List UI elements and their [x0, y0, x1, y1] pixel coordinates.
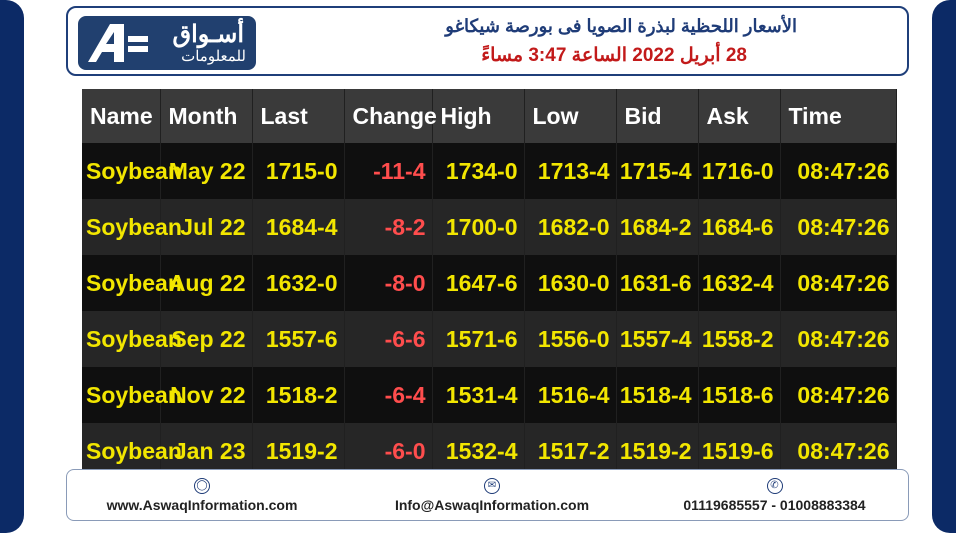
cell-time: 08:47:26 [780, 367, 897, 423]
cell-ask: 1518-6 [698, 367, 781, 423]
cell-high: 1734-0 [432, 143, 525, 199]
table-row: Soybean Aug 22 1632-0 -8-0 1647-6 1630-0… [82, 255, 897, 311]
email-block: ✉ Info@AswaqInformation.com [357, 478, 627, 513]
cell-change: -11-4 [344, 143, 433, 199]
cell-time: 08:47:26 [780, 311, 897, 367]
cell-change: -8-0 [344, 255, 433, 311]
col-header-high: High [432, 89, 525, 143]
logo-subtitle: للمعلومات [181, 48, 246, 65]
cell-name: Soybean [82, 255, 182, 311]
mail-icon: ✉ [484, 478, 500, 494]
cell-bid: 1684-2 [616, 199, 699, 255]
table-row: Soybean Nov 22 1518-2 -6-4 1531-4 1516-4… [82, 367, 897, 423]
cell-time: 08:47:26 [780, 199, 897, 255]
cell-high: 1531-4 [432, 367, 525, 423]
page-date: 28 أبريل 2022 الساعة 3:47 مساءً [481, 45, 747, 66]
cell-high: 1571-6 [432, 311, 525, 367]
cell-month: Aug 22 [160, 255, 253, 311]
website-link[interactable]: www.AswaqInformation.com [106, 497, 298, 513]
cell-name: Soybean [82, 311, 182, 367]
cell-low: 1713-4 [524, 143, 617, 199]
col-header-change: Change [344, 89, 437, 143]
cell-month: Jul 22 [160, 199, 253, 255]
col-header-last: Last [252, 89, 345, 143]
cell-change: -6-6 [344, 311, 433, 367]
phone-numbers: 01119685557 - 01008883384 [683, 497, 866, 513]
cell-change: -6-4 [344, 367, 433, 423]
cell-low: 1630-0 [524, 255, 617, 311]
table-header-row: Name Month Last Change High Low Bid Ask … [82, 89, 897, 143]
cell-last: 1557-6 [252, 311, 345, 367]
col-header-bid: Bid [616, 89, 699, 143]
cell-name: Soybean [82, 367, 182, 423]
col-header-low: Low [524, 89, 617, 143]
col-header-name: Name [82, 89, 161, 143]
price-table: Name Month Last Change High Low Bid Ask … [82, 89, 897, 479]
cell-ask: 1716-0 [698, 143, 781, 199]
cell-last: 1632-0 [252, 255, 345, 311]
website-block: ◯ www.AswaqInformation.com [77, 478, 327, 513]
col-header-ask: Ask [698, 89, 781, 143]
cell-bid: 1518-4 [616, 367, 699, 423]
cell-month: Sep 22 [160, 311, 253, 367]
logo-a-icon [88, 24, 148, 62]
brand-logo: أسـواق للمعلومات [78, 16, 256, 70]
header-box: أسـواق للمعلومات الأسعار اللحظية لبذرة ا… [66, 6, 909, 76]
cell-high: 1647-6 [432, 255, 525, 311]
cell-last: 1518-2 [252, 367, 345, 423]
globe-icon: ◯ [194, 478, 210, 494]
cell-low: 1516-4 [524, 367, 617, 423]
table-row: Soybean May 22 1715-0 -11-4 1734-0 1713-… [82, 143, 897, 199]
col-header-month: Month [160, 89, 253, 143]
cell-time: 08:47:26 [780, 255, 897, 311]
table-row: Soybean Jul 22 1684-4 -8-2 1700-0 1682-0… [82, 199, 897, 255]
right-frame-band [932, 0, 956, 533]
email-link[interactable]: Info@AswaqInformation.com [394, 497, 590, 513]
phone-icon: ✆ [766, 478, 783, 494]
cell-low: 1682-0 [524, 199, 617, 255]
cell-ask: 1684-6 [698, 199, 781, 255]
cell-month: Nov 22 [160, 367, 253, 423]
left-frame-band [0, 0, 24, 533]
cell-last: 1684-4 [252, 199, 345, 255]
cell-last: 1715-0 [252, 143, 345, 199]
cell-month: May 22 [160, 143, 253, 199]
cell-high: 1700-0 [432, 199, 525, 255]
cell-time: 08:47:26 [780, 143, 897, 199]
cell-name: Soybean [82, 143, 182, 199]
cell-bid: 1631-6 [616, 255, 699, 311]
phone-block: ✆ 01119685557 - 01008883384 [647, 478, 902, 513]
contact-footer: ◯ www.AswaqInformation.com ✉ Info@AswaqI… [66, 469, 909, 521]
table-row: Soybean Sep 22 1557-6 -6-6 1571-6 1556-0… [82, 311, 897, 367]
cell-low: 1556-0 [524, 311, 617, 367]
page-title: الأسعار اللحظية لبذرة الصويا فى بورصة شي… [445, 16, 797, 36]
col-header-time: Time [780, 89, 897, 143]
cell-bid: 1715-4 [616, 143, 699, 199]
cell-name: Soybean [82, 199, 182, 255]
cell-ask: 1558-2 [698, 311, 781, 367]
cell-change: -8-2 [344, 199, 433, 255]
cell-bid: 1557-4 [616, 311, 699, 367]
logo-brand-text: أسـواق [172, 21, 245, 48]
cell-ask: 1632-4 [698, 255, 781, 311]
